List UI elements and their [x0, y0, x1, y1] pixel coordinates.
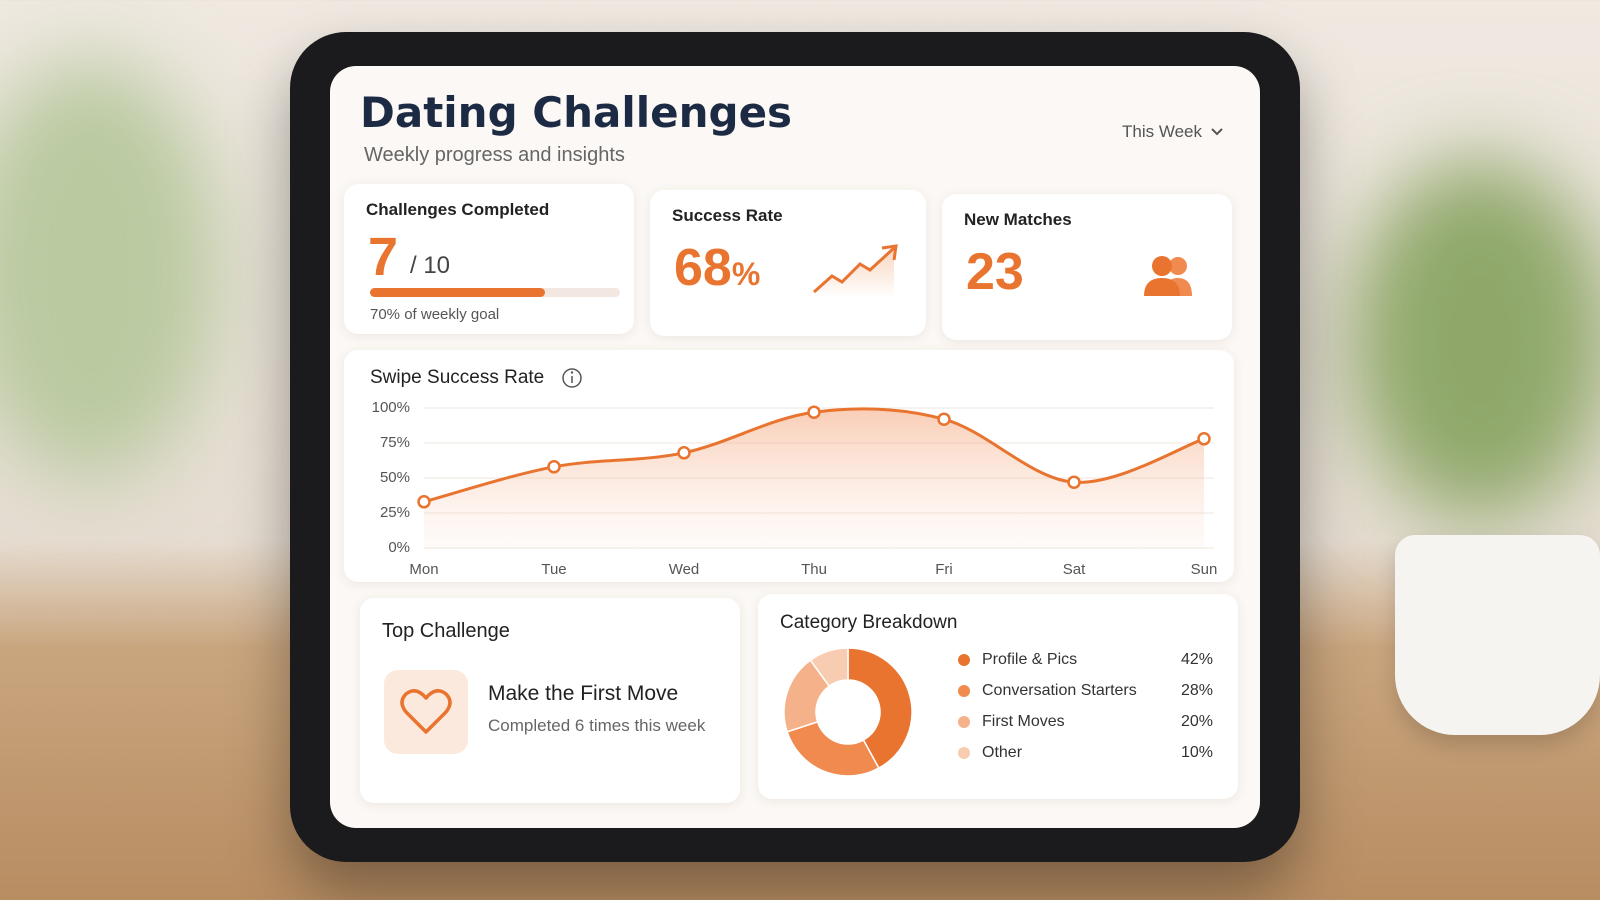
legend-item: Conversation Starters 28% — [958, 675, 1213, 706]
donut-segment — [847, 647, 913, 770]
x-tick-label: Sun — [1191, 561, 1218, 578]
legend-swatch — [958, 684, 970, 697]
area — [424, 408, 1204, 548]
trend-icon — [813, 244, 898, 298]
chevron-icon — [1211, 128, 1223, 136]
x-tick-label: Sat — [1063, 561, 1086, 578]
legend-label: Other — [982, 743, 1023, 761]
value-label: 20% — [1180, 712, 1213, 730]
value-label: 10% — [1180, 743, 1213, 761]
donut-segment — [786, 720, 880, 777]
point — [547, 460, 561, 474]
value-label: 42% — [1180, 650, 1213, 668]
challenge-note: Completed 6 times this week — [488, 716, 706, 735]
page-subtitle: Weekly progress and insights — [364, 144, 625, 166]
y-tick-label: 50% — [380, 469, 410, 486]
dashboard-screen: Dating Challenges Weekly progress and in… — [330, 66, 1260, 828]
point — [937, 412, 951, 426]
donut-chart — [783, 647, 913, 777]
background-mug — [1395, 535, 1600, 735]
x-tick-label: Mon — [409, 561, 438, 578]
success-rate-number: 68 — [674, 239, 732, 297]
legend-item: Other 10% — [958, 737, 1213, 768]
point — [807, 405, 821, 419]
point — [417, 495, 431, 509]
legend-swatch — [958, 746, 970, 759]
challenge-name: Make the First Move — [488, 682, 679, 705]
background-plant — [1350, 160, 1600, 520]
line-chart: Swipe Success Rate 0% 25% 50% 75% 100% Mon Tue… — [370, 367, 1218, 578]
legend-label: Conversation Starters — [982, 681, 1137, 699]
heart-icon — [400, 689, 452, 734]
point — [1067, 475, 1081, 489]
new-matches-card: New Matches 23 — [942, 194, 1232, 340]
success-rate-unit: % — [731, 256, 761, 292]
donut-segment — [809, 647, 849, 688]
challenges-card: Challenges Completed 7 / 10 70% of weekl… — [344, 184, 634, 334]
challenges-value: 7 — [368, 227, 399, 287]
y-tick-label: 0% — [388, 539, 410, 556]
donut-card: Category Breakdown Profile & Pics 42% Conv… — [758, 594, 1238, 799]
y-tick-label: 100% — [372, 399, 410, 416]
top-challenge-card: Top Challenge Make the First Move Comple… — [360, 598, 740, 803]
matches-value: 23 — [966, 243, 1024, 301]
progress-fill — [370, 288, 545, 297]
card-title: Category Breakdown — [780, 612, 958, 633]
progress-track — [370, 288, 620, 297]
x-tick-label: Wed — [669, 561, 700, 578]
progress-label: 70% of weekly goal — [370, 306, 500, 323]
x-tick-label: Fri — [935, 561, 953, 578]
info-icon[interactable] — [562, 368, 582, 388]
card-label: New Matches — [964, 210, 1072, 229]
legend-label: First Moves — [982, 712, 1065, 730]
legend-label: Profile & Pics — [982, 650, 1078, 668]
x-tick-label: Thu — [801, 561, 827, 578]
legend-swatch — [958, 653, 970, 666]
heart-tile — [384, 670, 468, 754]
legend-item: First Moves 20% — [958, 706, 1213, 737]
card-title: Top Challenge — [382, 620, 510, 642]
y-tick-label: 75% — [380, 434, 410, 451]
line-chart-card: Swipe Success Rate 0% 25% 50% 75% 100% Mon Tue… — [344, 350, 1234, 582]
period-label: This Week — [1122, 122, 1202, 141]
legend-item: Profile & Pics 42% — [958, 644, 1213, 675]
value-label: 28% — [1180, 681, 1213, 699]
x-tick-label: Tue — [541, 561, 566, 578]
card-label: Challenges Completed — [366, 200, 550, 219]
success-rate-value: 68% — [674, 238, 760, 298]
y-tick-label: 25% — [380, 504, 410, 521]
chart-title: Swipe Success Rate — [370, 367, 544, 388]
success-rate-card: Success Rate 68% — [650, 190, 926, 336]
card-label: Success Rate — [672, 206, 783, 225]
background-plant — [0, 60, 220, 480]
legend-swatch — [958, 715, 970, 728]
people-icon — [1144, 256, 1192, 296]
period-selector[interactable]: This Week — [1122, 122, 1224, 142]
challenges-total: / 10 — [410, 252, 451, 279]
legend: Profile & Pics 42% Conversation Starters 28… — [958, 644, 1213, 768]
page-title: Dating Challenges — [360, 88, 793, 137]
point — [677, 446, 691, 460]
point — [1197, 432, 1211, 446]
